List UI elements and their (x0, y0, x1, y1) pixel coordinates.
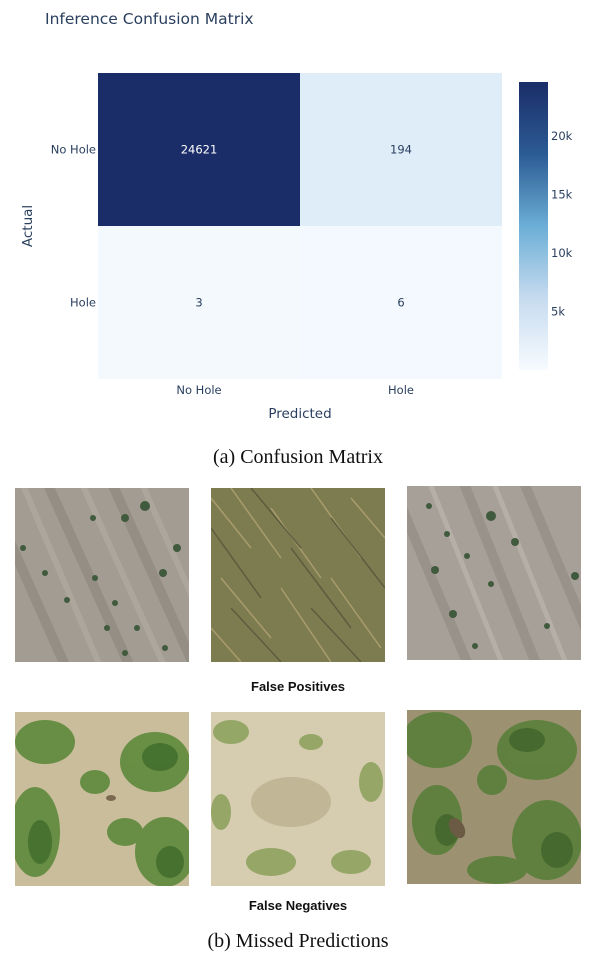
heatmap-cells (98, 73, 502, 379)
heatmap-cell (98, 226, 300, 379)
cell-value-label: 194 (390, 143, 412, 157)
false-positive-image-3 (407, 486, 581, 660)
x-axis-tick-labels: No Hole Hole (176, 383, 414, 397)
heatmap-cell (98, 73, 300, 226)
colorbar-tick-label: 5k (551, 305, 565, 319)
x-tick-label: Hole (388, 383, 414, 397)
y-axis-tick-labels: No Hole Hole (51, 143, 96, 310)
y-tick-label: Hole (70, 296, 96, 310)
caption-missed-predictions: (b) Missed Predictions (207, 930, 389, 952)
colorbar (519, 82, 548, 370)
label-false-negatives: False Negatives (248, 898, 348, 913)
cell-value-label: 6 (397, 296, 404, 310)
cell-value-label: 24621 (181, 143, 218, 157)
caption-confusion-matrix: (a) Confusion Matrix (213, 446, 383, 468)
y-tick-label: No Hole (51, 143, 96, 157)
cell-value-label: 3 (195, 296, 202, 310)
heatmap-cell-labels: 24621 194 3 6 (181, 143, 412, 310)
heatmap-cell (300, 226, 502, 379)
label-false-positives: False Positives (251, 679, 345, 694)
colorbar-tick-labels: 5k 10k 15k 20k (551, 129, 573, 318)
heatmap-cell (300, 73, 502, 226)
x-axis-label: Predicted (268, 406, 331, 422)
false-negative-image-1 (15, 712, 189, 886)
x-tick-label: No Hole (176, 383, 221, 397)
chart-title: Inference Confusion Matrix (45, 10, 254, 28)
false-negative-image-2 (211, 712, 385, 886)
false-negative-image-3 (407, 710, 581, 884)
confusion-matrix-chart: Inference Confusion Matrix 24621 194 3 6 No… (20, 10, 573, 422)
colorbar-tick-label: 10k (551, 246, 573, 260)
y-axis-label: Actual (20, 205, 36, 247)
colorbar-tick-label: 15k (551, 188, 573, 202)
false-positive-image-1 (15, 488, 189, 662)
false-positive-image-2 (211, 488, 385, 662)
colorbar-tick-label: 20k (551, 129, 573, 143)
